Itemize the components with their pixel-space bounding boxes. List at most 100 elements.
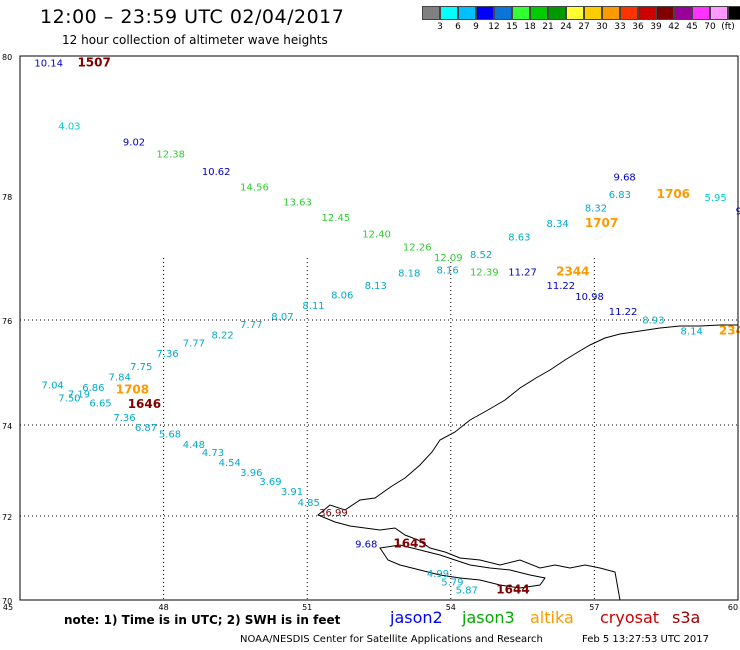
pass-time-label: 1507 [77,56,110,70]
wave-height-label: 12.40 [362,230,391,241]
lon-label: 51 [302,603,312,612]
legend-swatch [548,6,566,20]
wave-height-label: 5.87 [456,586,478,597]
wave-height-label: 4.99 [427,569,449,580]
satellite-jason2: jason2 [390,608,443,627]
lat-label: 76 [2,317,12,326]
observations: 10.14 1507 4.03 9.02 12.38 10.62 14.56 13.63 12.… [34,56,740,597]
legend-swatch [512,6,530,20]
legend-swatch [566,6,584,20]
legend-label: 6 [455,22,461,32]
legend-label: 18 [524,22,536,32]
legend-label: 36 [632,22,644,32]
wave-height-label: 5.68 [159,429,181,440]
legend-swatch [530,6,548,20]
wave-height-label: 3.96 [240,468,262,479]
wave-height-label: 6.65 [89,399,111,410]
legend-label: 27 [578,22,590,32]
legend-labels: 3 6 9 12 15 18 21 24 27 30 33 36 39 42 45 70 (ft) [422,20,740,34]
legend-label: 39 [650,22,662,32]
satellite-cryosat: cryosat [600,608,660,627]
wave-height-label: 7.19 [68,390,90,401]
wave-height-label: 12.09 [434,253,463,264]
wave-height-label: 10.14 [34,59,63,70]
wave-height-label: 9.68 [614,173,636,184]
map-subtitle: 12 hour collection of altimeter wave hei… [62,33,328,47]
legend-label: 9 [473,22,479,32]
legend-swatch [710,6,728,20]
legend-swatches [422,6,740,20]
wave-height-label: 12.26 [403,243,432,254]
lat-label: 78 [2,193,12,202]
satellite-jason3: jason3 [462,608,515,627]
wave-height-label: 12.38 [156,150,185,161]
legend-label: 42 [668,22,680,32]
wave-height-label: 8.13 [365,281,387,292]
legend-swatch [638,6,656,20]
pass-time-label: 1708 [116,383,149,397]
lat-label: 74 [2,422,12,431]
legend-swatch [674,6,692,20]
coastline-south [379,544,546,589]
wave-height-label: 8.16 [436,266,458,277]
grid-lines [20,258,738,600]
lon-label: 54 [446,603,456,612]
map-frame [19,55,739,601]
wave-height-label: 6.83 [609,190,631,201]
wave-height-label: 8.34 [547,219,569,230]
wave-height-label: 7.84 [109,372,131,383]
wave-height-label: 8.32 [585,204,607,215]
lat-label: 80 [2,53,12,62]
wave-height-label: 10.98 [575,292,604,303]
pass-time-label: 1645 [393,537,426,551]
legend-label: 33 [614,22,626,32]
wave-height-label: 4.54 [219,458,241,469]
wave-height-label: 6.87 [135,423,157,434]
credit-line: NOAA/NESDIS Center for Satellite Applica… [240,634,543,645]
wave-height-label: 4.03 [58,122,80,133]
legend-label: 24 [560,22,572,32]
satellite-altika: altika [530,608,574,627]
legend-swatch [620,6,638,20]
coastline [317,324,739,601]
legend-label: 12 [488,22,500,32]
legend-label: 21 [542,22,554,32]
legend-label: 30 [596,22,608,32]
lon-label: 57 [589,603,599,612]
map-title: 12:00 – 23:59 UTC 02/04/2017 [40,6,345,28]
wave-height-label: 8.22 [211,330,233,341]
wave-height-label: 8.18 [398,269,420,280]
pass-time-label: 2343 [719,324,740,338]
wave-height-label: 12.45 [322,213,351,224]
legend-swatch [728,6,740,20]
wave-height-label: 8.07 [271,312,293,323]
legend-label: 70 [704,22,716,32]
legend-swatch [458,6,476,20]
pass-time-label: 1706 [657,187,690,201]
legend-swatch [476,6,494,20]
wave-height-label: 8.14 [681,327,703,338]
legend-swatch [602,6,620,20]
wave-height-label: 11.27 [508,267,537,278]
wave-height-label: 36.99 [319,508,348,519]
wave-height-label: 7.50 [58,393,80,404]
pass-time-label: 2344 [556,264,589,278]
wave-height-label: 4.48 [183,440,205,451]
legend-swatch [656,6,674,20]
lat-label: 70 [2,597,12,606]
pass-time-label: 1707 [585,216,618,230]
lon-label: 60 [728,603,738,612]
wave-height-label: 7.36 [156,349,178,360]
legend-label: (ft) [721,22,735,32]
legend-label: 45 [686,22,698,32]
color-legend: 3 6 9 12 15 18 21 24 27 30 33 36 39 42 45 70 (ft) [422,6,740,34]
lon-label: 45 [3,603,13,612]
wave-height-label: 9.02 [123,138,145,149]
satellite-s3a: s3a [672,608,701,627]
wave-height-label: 8.06 [331,290,353,301]
legend-swatch [440,6,458,20]
wave-height-label: 9.68 [355,540,377,551]
wave-height-label: 11.22 [547,281,576,292]
wave-height-label: 10.62 [202,167,231,178]
